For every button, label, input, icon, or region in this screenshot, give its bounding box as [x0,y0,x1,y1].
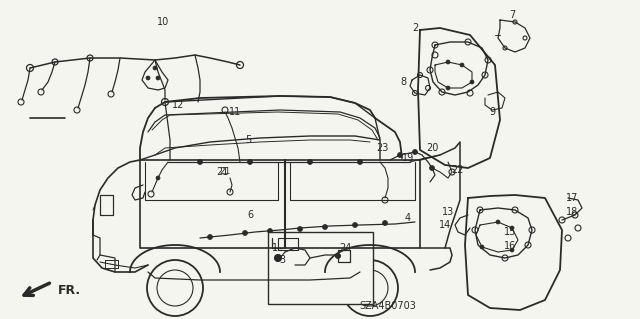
Text: 23: 23 [376,143,388,153]
Circle shape [335,254,340,258]
Circle shape [510,226,514,230]
Circle shape [198,160,202,165]
Text: 4: 4 [405,213,411,223]
Circle shape [243,231,248,235]
Circle shape [358,160,362,165]
Text: 20: 20 [426,143,438,153]
Circle shape [307,160,312,165]
Circle shape [268,228,273,234]
Circle shape [470,80,474,84]
Text: 24: 24 [339,243,351,253]
Circle shape [413,150,417,154]
Circle shape [156,76,160,80]
Bar [100,195,113,215]
Text: 2: 2 [412,23,418,33]
Text: 8: 8 [400,77,406,87]
Text: 1: 1 [272,243,278,253]
Text: 7: 7 [509,10,515,20]
Circle shape [429,166,435,170]
Text: 6: 6 [247,210,253,220]
Text: 14: 14 [439,220,451,230]
Circle shape [298,226,303,232]
Text: 5: 5 [245,135,251,145]
Circle shape [248,160,253,165]
Circle shape [383,220,387,226]
Text: 15: 15 [504,227,516,237]
Text: SZA4B0703: SZA4B0703 [360,301,417,311]
Circle shape [460,63,464,67]
Text: 22: 22 [452,165,464,175]
Circle shape [496,220,500,224]
Circle shape [323,225,328,229]
Circle shape [510,248,514,252]
Bar [268,232,373,304]
Text: 21: 21 [216,167,228,177]
Text: 17: 17 [566,193,578,203]
Text: 13: 13 [442,207,454,217]
Circle shape [397,152,403,158]
Circle shape [353,222,358,227]
Circle shape [153,66,157,70]
Text: 10: 10 [157,17,169,27]
Text: 9: 9 [489,107,495,117]
Circle shape [275,255,282,262]
Circle shape [480,245,484,249]
Circle shape [446,86,450,90]
Text: 18: 18 [566,207,578,217]
Circle shape [207,234,212,240]
Circle shape [146,76,150,80]
Circle shape [156,176,160,180]
Text: 12: 12 [172,100,184,110]
Text: 21: 21 [220,167,230,176]
Text: 11: 11 [229,107,241,117]
Circle shape [446,60,450,64]
Text: 19: 19 [402,153,414,163]
Bar [278,238,298,250]
Text: 3: 3 [279,255,285,265]
Text: FR.: FR. [58,284,81,296]
Text: 16: 16 [504,241,516,251]
